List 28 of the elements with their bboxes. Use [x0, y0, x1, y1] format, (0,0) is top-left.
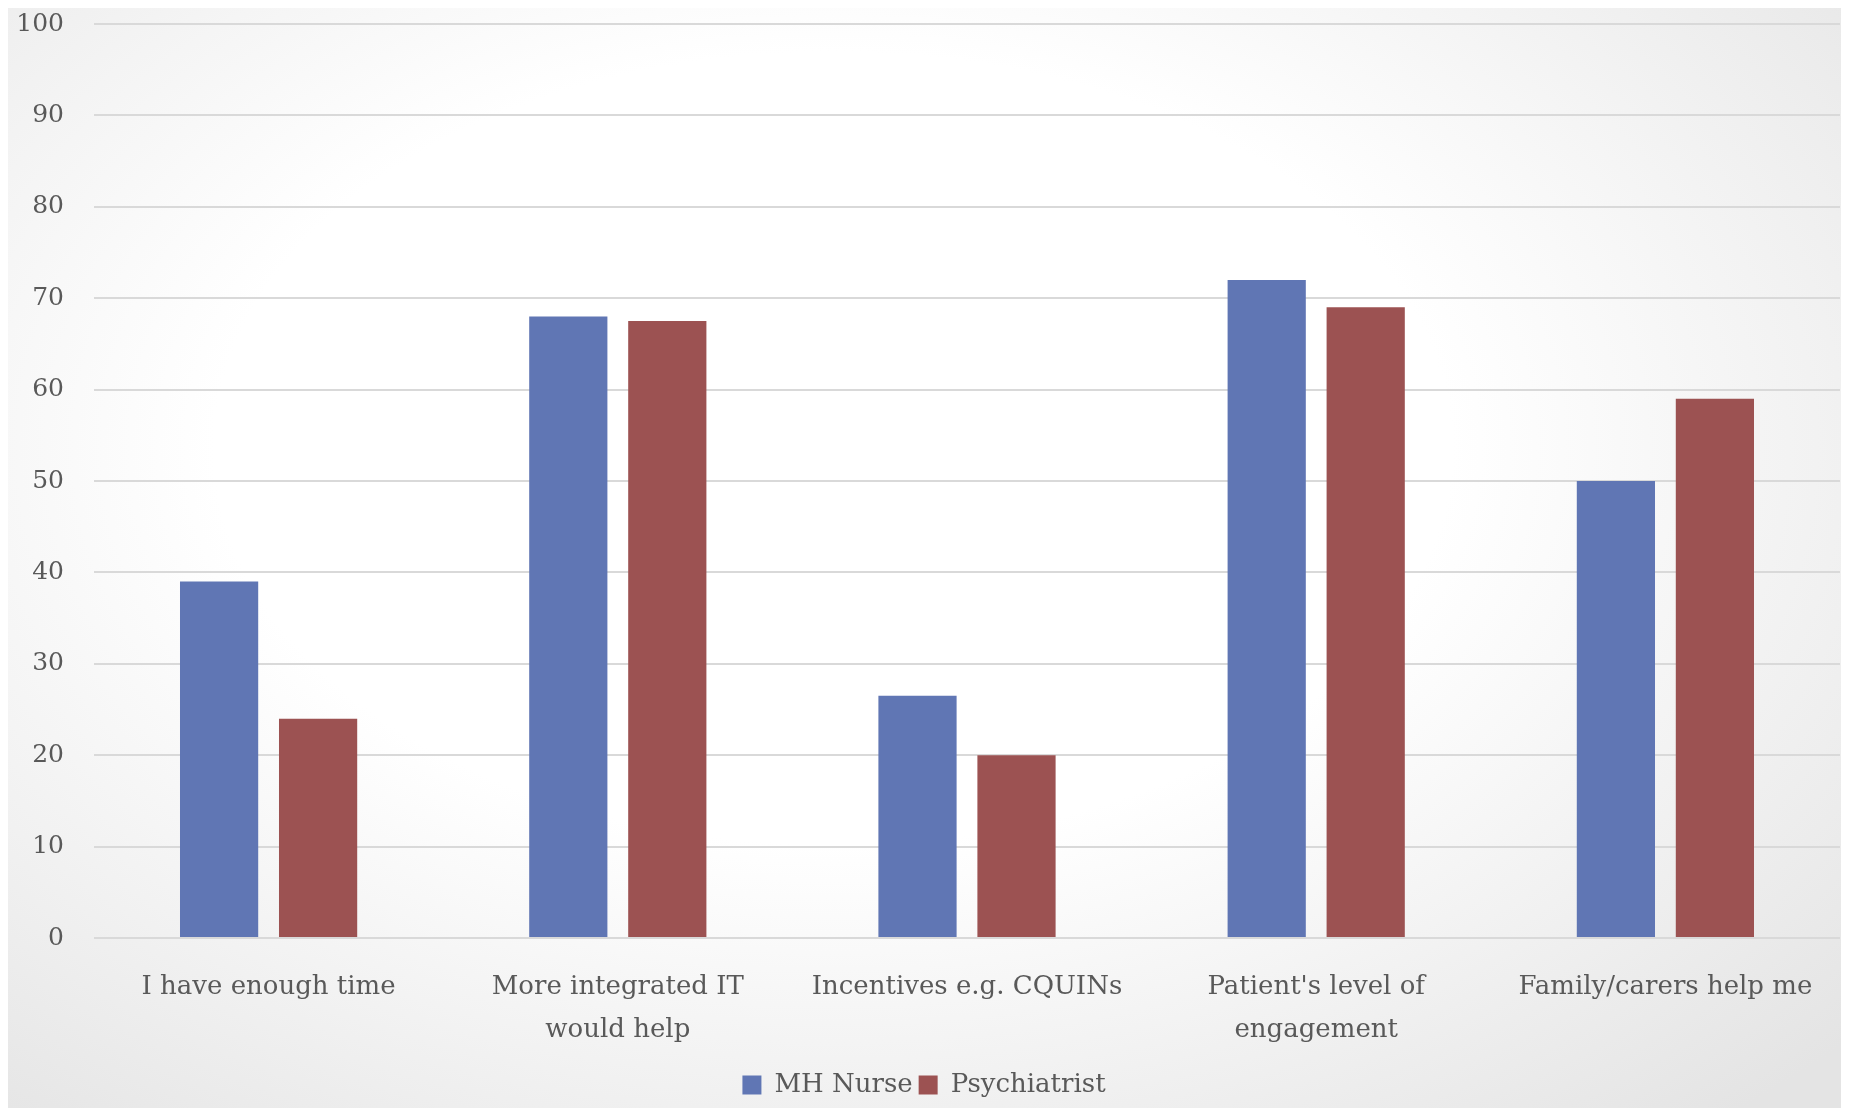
legend-label: MH Nurse	[774, 1067, 913, 1098]
bar	[1326, 307, 1405, 937]
x-tick-label: I have enough time	[141, 970, 396, 1001]
y-tick-label: 0	[48, 921, 64, 951]
bar	[1675, 398, 1754, 937]
y-tick-label: 100	[16, 7, 64, 37]
x-tick-label: Incentives e.g. CQUINs	[811, 970, 1123, 1001]
bar	[529, 316, 608, 937]
bar	[1227, 279, 1306, 937]
x-tick-label: More integrated IT would help	[491, 970, 745, 1044]
y-tick-label: 30	[32, 647, 64, 677]
y-tick-label: 10	[32, 830, 64, 860]
y-tick-label: 50	[32, 464, 64, 494]
bar	[878, 695, 957, 937]
y-tick-label: 80	[32, 190, 64, 220]
y-tick-label: 20	[32, 738, 64, 768]
y-tick-label: 90	[32, 98, 64, 128]
y-tick-label: 40	[32, 555, 64, 585]
x-tick-label: Patient's level of engagement	[1207, 970, 1428, 1044]
y-tick-label: 70	[32, 281, 64, 311]
legend-label: Psychiatrist	[950, 1067, 1107, 1098]
bar	[977, 755, 1056, 937]
bar	[1576, 481, 1656, 937]
bar	[180, 581, 259, 937]
x-tick-label: Family/carers help me	[1518, 970, 1813, 1001]
y-tick-label: 60	[32, 373, 64, 403]
bar	[279, 718, 358, 937]
bar	[628, 321, 707, 937]
